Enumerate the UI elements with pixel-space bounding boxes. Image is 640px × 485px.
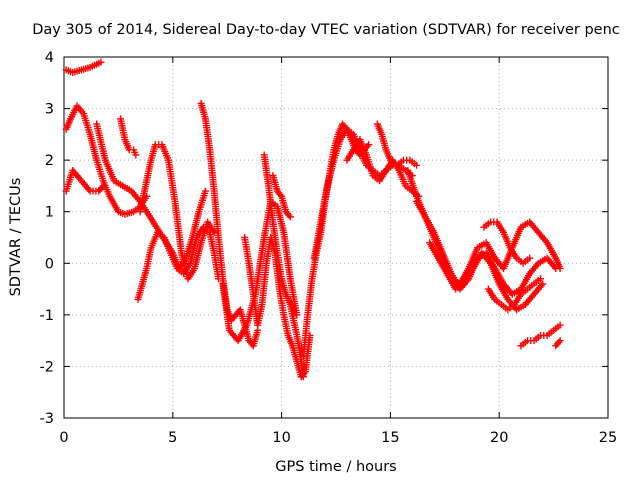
x-tick-label: 15 — [381, 430, 399, 446]
data-point — [201, 187, 209, 195]
series-arc-c — [62, 166, 107, 195]
series-arc-v — [517, 321, 564, 350]
x-tick-label: 25 — [599, 430, 617, 446]
data-point — [413, 161, 421, 169]
data-points — [62, 58, 564, 381]
data-point — [556, 321, 564, 329]
data-point — [286, 213, 294, 221]
series-arc-e — [117, 115, 140, 159]
data-point — [552, 264, 560, 272]
series-arc-s — [426, 239, 547, 314]
x-tick-label: 20 — [490, 430, 508, 446]
x-tick-label: 10 — [272, 430, 290, 446]
data-point — [97, 58, 105, 66]
series-arc-g — [134, 223, 222, 303]
grid — [64, 57, 608, 418]
data-point — [99, 182, 107, 190]
y-tick-label: 2 — [45, 153, 54, 169]
series-arc-t — [480, 218, 534, 267]
series-arc-b — [62, 102, 151, 218]
y-tick-label: -1 — [40, 308, 54, 324]
data-point — [526, 254, 534, 262]
y-tick-label: -3 — [40, 411, 54, 427]
series-arc-k — [260, 151, 307, 381]
series-arc-l — [269, 172, 294, 221]
axis-ticks: 0 5 10 15 20 25 -3 -2 -1 0 1 2 3 4 — [40, 50, 618, 446]
y-tick-label: 3 — [45, 102, 54, 118]
plot-frame — [63, 56, 609, 419]
series-arc-p — [373, 120, 421, 169]
series-arc-a — [62, 58, 105, 76]
y-tick-label: 1 — [45, 205, 54, 221]
data-point — [293, 311, 301, 319]
x-tick-label: 0 — [59, 430, 68, 446]
y-tick-label: 0 — [45, 256, 54, 272]
data-point — [539, 280, 547, 288]
data-point — [537, 275, 545, 283]
y-tick-label: 4 — [45, 50, 54, 66]
data-point — [365, 141, 373, 149]
x-axis-label: GPS time / hours — [275, 459, 396, 475]
series-arc-w — [552, 337, 564, 350]
chart-title: Day 305 of 2014, Sidereal Day-to-day VTE… — [32, 22, 620, 38]
data-point — [299, 373, 307, 381]
data-point — [132, 151, 140, 159]
x-tick-label: 5 — [168, 430, 177, 446]
series-arc-u — [484, 275, 545, 314]
data-point — [556, 337, 564, 345]
y-axis-label: SDTVAR / TECUs — [8, 178, 24, 297]
series-arc-j — [241, 234, 314, 381]
y-tick-label: -2 — [40, 359, 54, 375]
